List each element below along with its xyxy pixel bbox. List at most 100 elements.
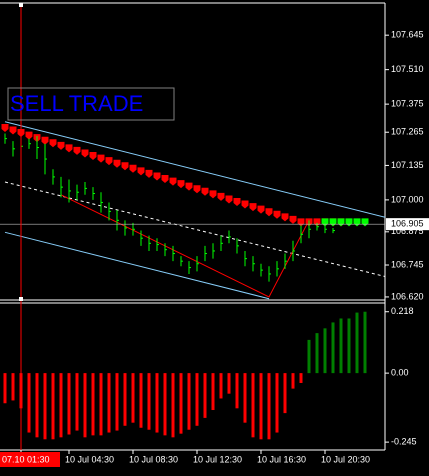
- histogram-bar: [219, 373, 223, 399]
- histogram-bar: [259, 373, 263, 440]
- histogram-bar: [243, 373, 247, 423]
- histogram-bar: [131, 373, 135, 423]
- histogram-bar: [307, 339, 311, 374]
- ma-marker: [137, 167, 145, 176]
- histogram-bar: [27, 373, 31, 433]
- histogram-bar: [275, 373, 279, 433]
- ma-marker: [41, 136, 49, 145]
- ma-marker: [73, 146, 81, 155]
- ma-marker: [129, 164, 137, 173]
- histogram-bar: [203, 373, 207, 418]
- ma-marker: [169, 177, 177, 186]
- x-highlight-box: [0, 452, 60, 467]
- y-tick-label: 0.00: [391, 367, 409, 377]
- histogram-bar: [211, 373, 215, 411]
- histogram-bar: [123, 373, 127, 426]
- ma-marker: [273, 210, 281, 219]
- trend-line: [4, 181, 386, 277]
- histogram-bar: [83, 373, 87, 438]
- cursor-dot: [19, 3, 23, 7]
- annotation-box: [7, 87, 175, 121]
- ma-marker: [217, 192, 225, 201]
- histogram-bar: [251, 373, 255, 438]
- y-tick-label: 106.745: [391, 259, 424, 269]
- ma-marker: [249, 203, 257, 212]
- ma-marker: [225, 195, 233, 204]
- histogram-bar: [195, 373, 199, 426]
- ma-marker: [65, 144, 73, 153]
- ma-marker: [161, 175, 169, 184]
- ma-marker: [81, 149, 89, 158]
- histogram-bar: [283, 373, 287, 414]
- ma-marker: [281, 213, 289, 222]
- ma-marker: [201, 187, 209, 196]
- ma-marker: [121, 162, 129, 171]
- x-tick-label: 07.10 01:30: [2, 454, 50, 464]
- histogram-bar: [91, 373, 95, 436]
- y-tick-label: 107.645: [391, 30, 424, 40]
- histogram-bar: [51, 373, 55, 440]
- y-tick-label: 107.375: [391, 99, 424, 109]
- ma-marker: [233, 198, 241, 207]
- histogram-bar: [43, 373, 47, 440]
- histogram-bar: [347, 318, 351, 374]
- y-tick-label: -0.245: [391, 436, 417, 446]
- ma-marker: [25, 131, 33, 140]
- histogram-bar: [147, 373, 151, 430]
- ma-marker: [289, 215, 297, 224]
- ma-marker: [89, 152, 97, 161]
- ma-marker: [105, 157, 113, 166]
- histogram-bar: [11, 373, 15, 401]
- ma-marker: [185, 182, 193, 191]
- histogram-bar: [235, 373, 239, 409]
- histogram-bar: [155, 373, 159, 433]
- ma-marker: [209, 190, 217, 199]
- histogram-bar: [75, 373, 79, 431]
- histogram-bar: [363, 311, 367, 374]
- x-tick-label: 10 Jul 12:30: [193, 454, 242, 464]
- y-tick-label: 106.620: [391, 291, 424, 301]
- y-tick-label: 106.875: [391, 226, 424, 236]
- ma-marker: [97, 154, 105, 163]
- histogram-bar: [107, 373, 111, 433]
- ma-marker: [49, 139, 57, 148]
- y-tick-label: 107.135: [391, 160, 424, 170]
- x-tick-label: 10 Jul 16:30: [257, 454, 306, 464]
- ma-marker: [145, 169, 153, 178]
- histogram-bar: [67, 373, 71, 435]
- ma-marker: [9, 126, 17, 135]
- cursor-dot: [19, 297, 23, 301]
- y-tick-label: 107.510: [391, 64, 424, 74]
- histogram-bar: [139, 373, 143, 428]
- histogram-bar: [99, 373, 103, 436]
- trend-line: [4, 231, 270, 300]
- y-tick-label: 0.218: [391, 306, 414, 316]
- histogram-bar: [315, 333, 319, 374]
- histogram-bar: [291, 373, 295, 389]
- histogram-bar: [299, 373, 303, 383]
- histogram-bar: [331, 322, 335, 374]
- x-tick-label: 10 Jul 20:30: [321, 454, 370, 464]
- ma-marker: [241, 200, 249, 209]
- histogram-bar: [267, 373, 271, 440]
- y-tick-label: 107.265: [391, 127, 424, 137]
- annotation: SELL TRADE: [10, 91, 143, 116]
- histogram-bar: [179, 373, 183, 434]
- ma-marker: [265, 208, 273, 217]
- ma-marker: [57, 141, 65, 150]
- ma-marker: [113, 159, 121, 168]
- histogram-bar: [171, 373, 175, 438]
- price-label: 106.905: [391, 219, 424, 229]
- trend-line: [60, 194, 310, 298]
- y-tick-label: 107.000: [391, 194, 424, 204]
- histogram-bar: [323, 328, 327, 374]
- ma-marker: [177, 180, 185, 189]
- histogram-bar: [227, 373, 231, 394]
- histogram-bar: [115, 373, 119, 431]
- histogram-bar: [19, 373, 23, 409]
- histogram-bar: [59, 373, 63, 438]
- histogram-bar: [339, 318, 343, 374]
- histogram-bar: [355, 312, 359, 374]
